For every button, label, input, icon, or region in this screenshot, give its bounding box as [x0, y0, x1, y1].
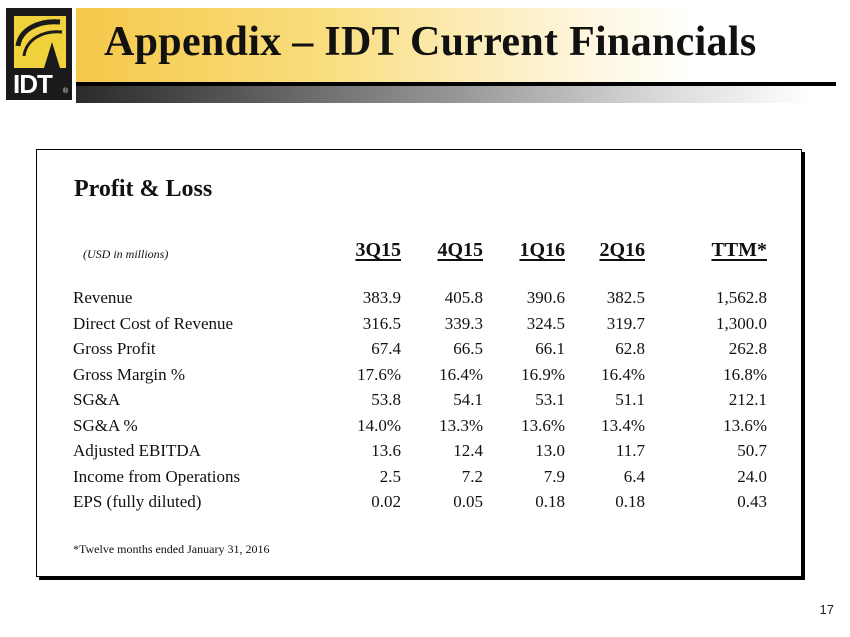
table-cell: 13.4% [601, 415, 645, 435]
column-header: 2Q16 [599, 239, 645, 261]
row-label: Revenue [73, 288, 133, 307]
page-title: Appendix – IDT Current Financials [104, 19, 757, 65]
table-cell: 0.43 [737, 492, 767, 511]
row-label: SG&A % [73, 415, 138, 435]
table-cell: 383.9 [362, 288, 401, 307]
table-cell: 0.05 [453, 492, 483, 511]
table-cell: 17.6% [357, 364, 401, 384]
table-cell: 16.4% [601, 364, 645, 384]
table-cell: 16.9% [521, 364, 565, 384]
page-number: 17 [819, 602, 834, 617]
table-cell: 51.1 [615, 390, 645, 409]
row-label: Gross Margin % [73, 364, 186, 384]
column-header: 1Q16 [519, 239, 565, 261]
units-note: (USD in millions) [83, 247, 169, 261]
table-cell: 12.4 [453, 441, 483, 460]
table-cell: 7.2 [461, 466, 483, 486]
table-cell: 13.0 [535, 441, 565, 460]
table-cell: 54.1 [453, 390, 483, 409]
table-cell: 262.8 [728, 339, 767, 358]
column-header: 4Q15 [437, 239, 483, 261]
table-cell: 6.4 [623, 466, 645, 486]
row-label: SG&A [73, 390, 121, 409]
table-cell: 13.6 [371, 441, 401, 460]
table-cell: 316.5 [362, 313, 401, 333]
table-cell: 390.6 [526, 288, 565, 307]
row-label: Adjusted EBITDA [73, 441, 201, 460]
title-band [76, 8, 850, 82]
table-cell: 319.7 [606, 313, 645, 333]
table-cell: 53.8 [371, 390, 401, 409]
table-cell: 11.7 [615, 441, 645, 460]
table-cell: 0.18 [615, 492, 645, 511]
table-cell: 24.0 [737, 466, 767, 486]
table-cell: 212.1 [728, 390, 767, 409]
row-label: Direct Cost of Revenue [73, 313, 234, 333]
row-label: Gross Profit [73, 339, 156, 358]
row-label: Income from Operations [73, 466, 241, 486]
panel-title: Profit & Loss [74, 176, 213, 202]
idt-logo: IDT ® [6, 8, 72, 100]
table-cell: 16.4% [439, 364, 483, 384]
table-cell: 13.6% [723, 415, 767, 435]
table-cell: 62.8 [615, 339, 645, 358]
table-cell: 2.5 [379, 466, 401, 486]
table-cell: 13.3% [439, 415, 483, 435]
table-cell: 50.7 [737, 441, 767, 460]
footnote: *Twelve months ended January 31, 2016 [73, 542, 270, 556]
table-cell: 405.8 [444, 288, 483, 307]
title-gradient-bar [76, 86, 850, 103]
table-cell: 7.9 [543, 466, 565, 486]
table-cell: 1,562.8 [716, 288, 767, 307]
table-cell: 53.1 [535, 390, 565, 409]
table-cell: 324.5 [526, 313, 565, 333]
column-header: TTM* [711, 239, 767, 261]
table-cell: 66.1 [535, 339, 565, 358]
table-cell: 0.18 [535, 492, 565, 511]
profit-loss-panel: Profit & Loss (USD in millions) 3Q15 4Q15… [36, 149, 802, 577]
column-header: 3Q15 [355, 239, 401, 261]
table-cell: 339.3 [444, 313, 483, 333]
table-cell: 0.02 [371, 492, 401, 511]
registered-mark: ® [62, 88, 68, 95]
table-cell: 14.0% [357, 415, 401, 435]
title-rule [76, 82, 836, 86]
idt-arc-icon [14, 16, 66, 68]
logo-wordmark: IDT [13, 69, 53, 99]
table-cell: 16.8% [723, 364, 767, 384]
table-cell: 382.5 [606, 288, 645, 307]
table-cell: 1,300.0 [716, 313, 767, 333]
table-cell: 67.4 [371, 339, 401, 358]
table-cell: 66.5 [453, 339, 483, 358]
table-cell: 13.6% [521, 415, 565, 435]
row-label: EPS (fully diluted) [73, 492, 202, 511]
